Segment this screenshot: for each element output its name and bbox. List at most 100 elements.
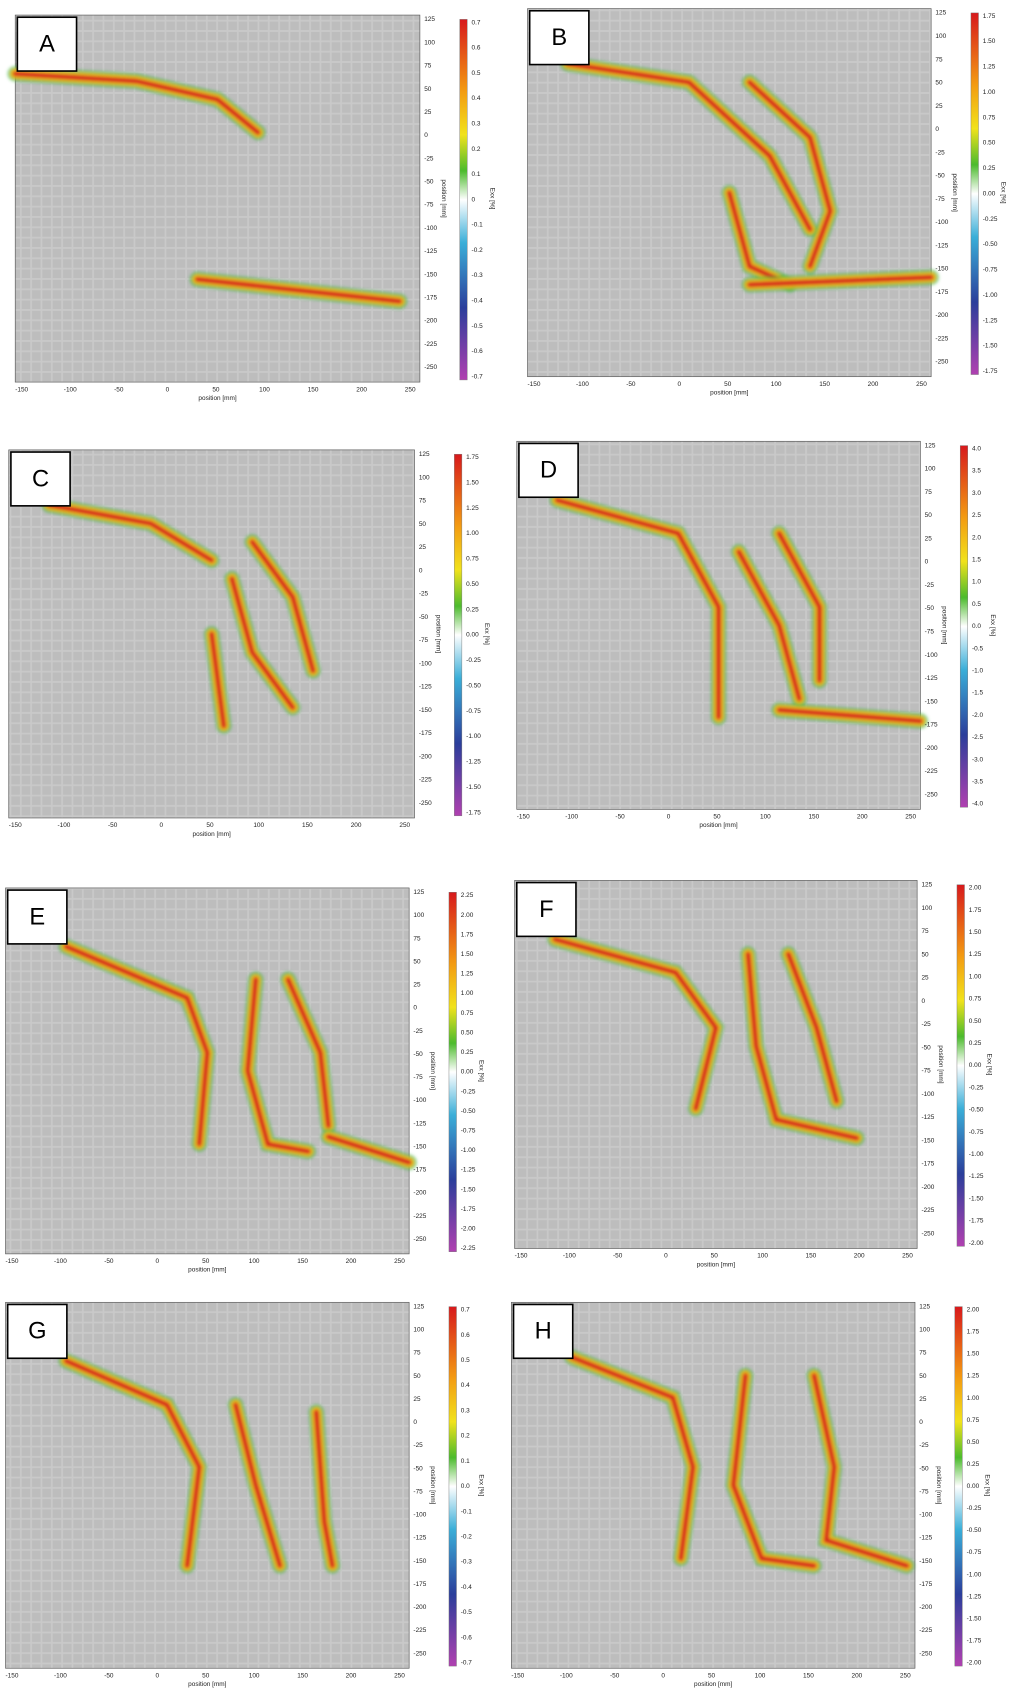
band-core: [745, 951, 860, 1141]
x-tick-label: 0: [155, 1672, 159, 1679]
x-tick-label: 150: [819, 381, 830, 388]
colorbar-tick-label: 0.2: [472, 146, 481, 153]
x-tick-label: 250: [399, 822, 410, 829]
y-tick-label: 100: [424, 39, 435, 46]
colorbar: [448, 1306, 457, 1667]
y-tick-label: -200: [413, 1604, 426, 1611]
colorbar-tick-label: -1.75: [461, 1206, 476, 1213]
colorbar-tick-label: 0.50: [967, 1439, 980, 1446]
y-tick-label: 125: [925, 442, 936, 449]
colorbar-tick-label: 0.7: [461, 1307, 470, 1314]
colorbar: [956, 884, 965, 1247]
colorbar-tick-label: 1.25: [461, 971, 474, 978]
y-tick-label: -250: [935, 359, 948, 366]
y-axis-label: position [mm]: [434, 615, 441, 653]
panel-label: H: [535, 1319, 552, 1345]
colorbar-tick-label: 1.25: [969, 951, 982, 958]
x-tick-label: 150: [297, 1258, 308, 1265]
y-tick-label: -250: [925, 791, 938, 798]
colorbar: [970, 12, 979, 375]
band-core: [232, 1402, 283, 1569]
colorbar-tick-label: -1.5: [972, 690, 984, 697]
band-core: [194, 276, 403, 305]
y-tick-label: -150: [413, 1143, 426, 1150]
y-tick-label: -75: [925, 629, 935, 636]
y-tick-label: 25: [919, 1396, 927, 1403]
colorbar-tick-label: -1.00: [461, 1147, 476, 1154]
y-tick-label: -125: [925, 675, 938, 682]
x-tick-label: 0: [155, 1258, 159, 1265]
x-tick-label: 0: [661, 1672, 665, 1679]
panel-label: E: [29, 904, 45, 930]
y-tick-label: -125: [419, 684, 432, 691]
x-tick-label: 200: [346, 1672, 357, 1679]
colorbar-tick-label: 4.0: [972, 446, 981, 453]
y-tick-label: -100: [424, 225, 437, 232]
y-tick-label: 0: [919, 1419, 923, 1426]
panel-label-box: [16, 16, 78, 72]
colorbar-tick-label: 0.3: [461, 1407, 470, 1414]
x-tick-label: 0: [166, 386, 170, 393]
colorbar-tick-label: 1.75: [969, 907, 982, 914]
y-tick-label: 25: [935, 103, 943, 110]
y-tick-label: -75: [424, 202, 434, 209]
colorbar-tick-label: 0.1: [472, 171, 481, 178]
y-tick-label: -25: [925, 582, 935, 589]
colorbar-tick-label: 0.25: [969, 1040, 982, 1047]
colorbar-tick-label: 0.1: [461, 1458, 470, 1465]
colorbar-tick-label: -1.50: [967, 1615, 982, 1622]
x-tick-label: 50: [202, 1672, 210, 1679]
x-tick-label: 0: [667, 814, 671, 821]
colorbar-tick-label: -2.5: [972, 734, 984, 741]
x-axis-label: position [mm]: [198, 395, 236, 402]
colorbar-tick-label: -4.0: [972, 801, 984, 808]
band-core: [811, 1372, 910, 1569]
y-tick-label: -25: [921, 1021, 931, 1028]
y-tick-label: 125: [413, 889, 424, 896]
x-axis-label: position [mm]: [188, 1681, 226, 1688]
y-tick-label: 0: [921, 998, 925, 1005]
colorbar-tick-label: -0.2: [472, 247, 484, 254]
colorbar-tick-label: -1.0: [972, 667, 984, 674]
y-tick-label: -150: [919, 1558, 932, 1565]
y-tick-label: -250: [413, 1236, 426, 1243]
colorbar-tick-label: -0.6: [472, 348, 484, 355]
y-tick-label: -75: [921, 1068, 931, 1075]
colorbar-label: Exx [%]: [478, 1060, 485, 1082]
colorbar-tick-label: -0.75: [983, 267, 998, 274]
y-tick-label: -125: [921, 1114, 934, 1121]
colorbar-tick-label: -1.25: [967, 1593, 982, 1600]
colorbar-label: Exx [%]: [986, 1054, 993, 1076]
y-tick-label: -50: [413, 1465, 423, 1472]
x-tick-label: 200: [346, 1258, 357, 1265]
y-tick-label: -100: [919, 1512, 932, 1519]
colorbar-tick-label: 0.00: [967, 1483, 980, 1490]
y-tick-label: -75: [413, 1488, 423, 1495]
colorbar-tick-label: 1.50: [461, 951, 474, 958]
colorbar-tick-label: 0.25: [983, 165, 996, 172]
x-tick-label: 250: [394, 1672, 405, 1679]
colorbar-tick-label: 1.00: [466, 530, 479, 537]
y-tick-label: -225: [935, 335, 948, 342]
colorbar-tick-label: 0.75: [461, 1010, 474, 1017]
y-tick-label: -75: [935, 196, 945, 203]
x-tick-label: -50: [615, 814, 625, 821]
y-tick-label: 75: [413, 935, 421, 942]
y-tick-label: 50: [424, 86, 432, 93]
y-tick-label: -150: [921, 1137, 934, 1144]
colorbar-label: Exx [%]: [488, 188, 495, 210]
colorbar: [954, 1306, 963, 1667]
x-tick-label: 100: [253, 822, 264, 829]
colorbar-label: Exx [%]: [483, 623, 490, 645]
panel-label-box: [10, 451, 71, 507]
colorbar-tick-label: -0.75: [466, 708, 481, 715]
colorbar-tick-label: -0.4: [461, 1584, 473, 1591]
band-core: [746, 274, 934, 288]
colorbar-tick-label: 1.50: [466, 479, 479, 486]
colorbar-tick-label: 0.4: [472, 95, 481, 102]
y-tick-label: 100: [925, 466, 936, 473]
y-tick-label: -100: [413, 1097, 426, 1104]
